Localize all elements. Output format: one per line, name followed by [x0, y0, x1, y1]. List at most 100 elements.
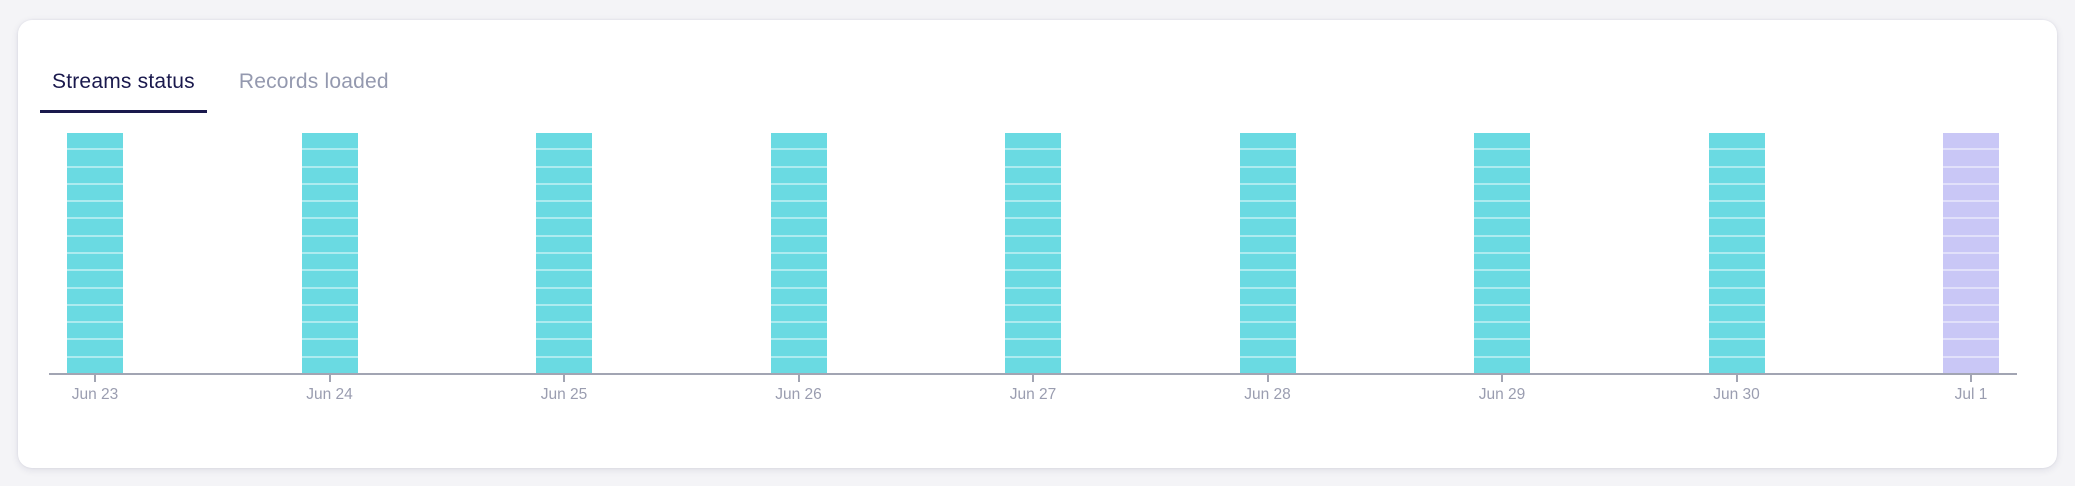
- bar-segment: [1239, 286, 1296, 304]
- status-bar-synced[interactable]: [1708, 133, 1765, 373]
- bar-segment: [1474, 355, 1530, 373]
- tab-records-loaded[interactable]: Records loaded: [227, 70, 401, 113]
- bar-segment: [1708, 321, 1765, 338]
- bar-segment: [1005, 234, 1061, 252]
- bar-segment: [536, 321, 592, 338]
- bar-segment: [1943, 234, 1999, 252]
- bar-segment: [1943, 200, 1999, 217]
- bar-segment: [67, 217, 123, 234]
- bar-segment: [301, 269, 358, 286]
- bar-segment: [1943, 133, 1999, 148]
- bar-segment: [67, 200, 123, 217]
- bar-segment: [1474, 165, 1530, 183]
- bar-segment: [1239, 182, 1296, 200]
- axis-tick: [1735, 375, 1738, 382]
- bar-segment: [536, 217, 592, 234]
- x-axis-label: Jun 30: [1713, 386, 1760, 403]
- bar-segment: [1943, 355, 1999, 373]
- bar-segment: [771, 133, 827, 148]
- bar-segment: [1474, 217, 1530, 234]
- bar-segment: [1005, 321, 1061, 338]
- status-bar-synced[interactable]: [536, 133, 592, 373]
- bar-segment: [536, 148, 592, 165]
- bar-segment: [770, 321, 827, 338]
- bar-segment: [301, 165, 358, 183]
- bar-segment: [1005, 269, 1061, 286]
- bar-segment: [1708, 303, 1765, 321]
- bar-segment: [67, 148, 123, 165]
- bar-segment: [67, 286, 123, 304]
- status-bar-synced[interactable]: [67, 133, 123, 373]
- status-bar-pending[interactable]: [1943, 133, 1999, 373]
- bar-segment: [301, 321, 358, 338]
- bar-segment: [301, 303, 358, 321]
- x-axis-label: Jun 24: [306, 386, 353, 403]
- x-axis-label: Jun 23: [71, 386, 119, 403]
- bar-segment: [67, 133, 123, 148]
- bar-segment: [1005, 303, 1061, 321]
- bar-segment: [1005, 200, 1061, 217]
- status-bar-synced[interactable]: [1474, 133, 1530, 373]
- bar-segment: [301, 338, 358, 355]
- bar-segment: [770, 217, 827, 234]
- bar-segment: [67, 338, 123, 355]
- bar-segment: [1239, 355, 1296, 373]
- tab-streams-status[interactable]: Streams status: [40, 70, 207, 113]
- bar-column: Jun 30: [1708, 133, 1765, 403]
- bar-segment: [770, 165, 827, 183]
- bar-column: Jun 28: [1239, 133, 1296, 403]
- bar-segment: [1239, 234, 1296, 252]
- axis-tick: [563, 375, 565, 382]
- bar-segment: [67, 251, 123, 269]
- bar-segment: [1239, 338, 1296, 355]
- bar-segment: [301, 217, 358, 234]
- bar-segment: [1005, 338, 1061, 355]
- bar-segment: [1239, 148, 1296, 165]
- bar-segment: [302, 133, 358, 148]
- bar-segment: [1474, 269, 1530, 286]
- bar-segment: [1708, 165, 1765, 183]
- bar-segment: [536, 338, 592, 355]
- status-bar-synced[interactable]: [1239, 133, 1296, 373]
- bar-segment: [536, 269, 592, 286]
- bar-segment: [536, 303, 592, 321]
- bar-segment: [301, 251, 358, 269]
- bar-segment: [1239, 251, 1296, 269]
- axis-tick: [94, 375, 96, 382]
- x-axis-label: Jun 28: [1244, 386, 1291, 403]
- bar-segment: [770, 355, 827, 373]
- axis-tick: [1501, 375, 1503, 382]
- status-bar-synced[interactable]: [1005, 133, 1061, 373]
- bar-segment: [1709, 133, 1765, 148]
- bar-segment: [67, 355, 123, 373]
- bar-segment: [301, 234, 358, 252]
- bar-segment: [1005, 286, 1061, 304]
- bar-segment: [67, 182, 123, 200]
- bar-segment: [536, 200, 592, 217]
- bar-segment: [1005, 355, 1061, 373]
- x-axis-label: Jun 25: [540, 386, 588, 403]
- chart-tabs: Streams status Records loaded: [40, 70, 2057, 113]
- bar-segment: [1943, 303, 1999, 321]
- bar-segment: [1474, 133, 1530, 148]
- status-bar-synced[interactable]: [301, 133, 358, 373]
- status-bar-synced[interactable]: [770, 133, 827, 373]
- bar-segment: [67, 234, 123, 252]
- bar-segment: [1005, 182, 1061, 200]
- bar-segment: [1239, 321, 1296, 338]
- bar-segment: [67, 321, 123, 338]
- axis-tick: [328, 375, 331, 382]
- bar-segment: [770, 148, 827, 165]
- bar-segment: [1474, 182, 1530, 200]
- bar-segment: [1474, 286, 1530, 304]
- bar-segment: [1474, 200, 1530, 217]
- streams-status-chart: Jun 23 Jun 24 Jun 25 Jun 26 Jun 27 Jun 28 Jun …: [49, 133, 2017, 403]
- x-axis-label: Jun 29: [1478, 386, 1526, 403]
- axis-tick: [1032, 375, 1034, 382]
- bar-segment: [1943, 182, 1999, 200]
- bar-segment: [1005, 148, 1061, 165]
- bar-segment: [1943, 286, 1999, 304]
- bar-segment: [536, 355, 592, 373]
- bar-segment: [770, 200, 827, 217]
- x-axis-label: Jun 26: [775, 386, 822, 403]
